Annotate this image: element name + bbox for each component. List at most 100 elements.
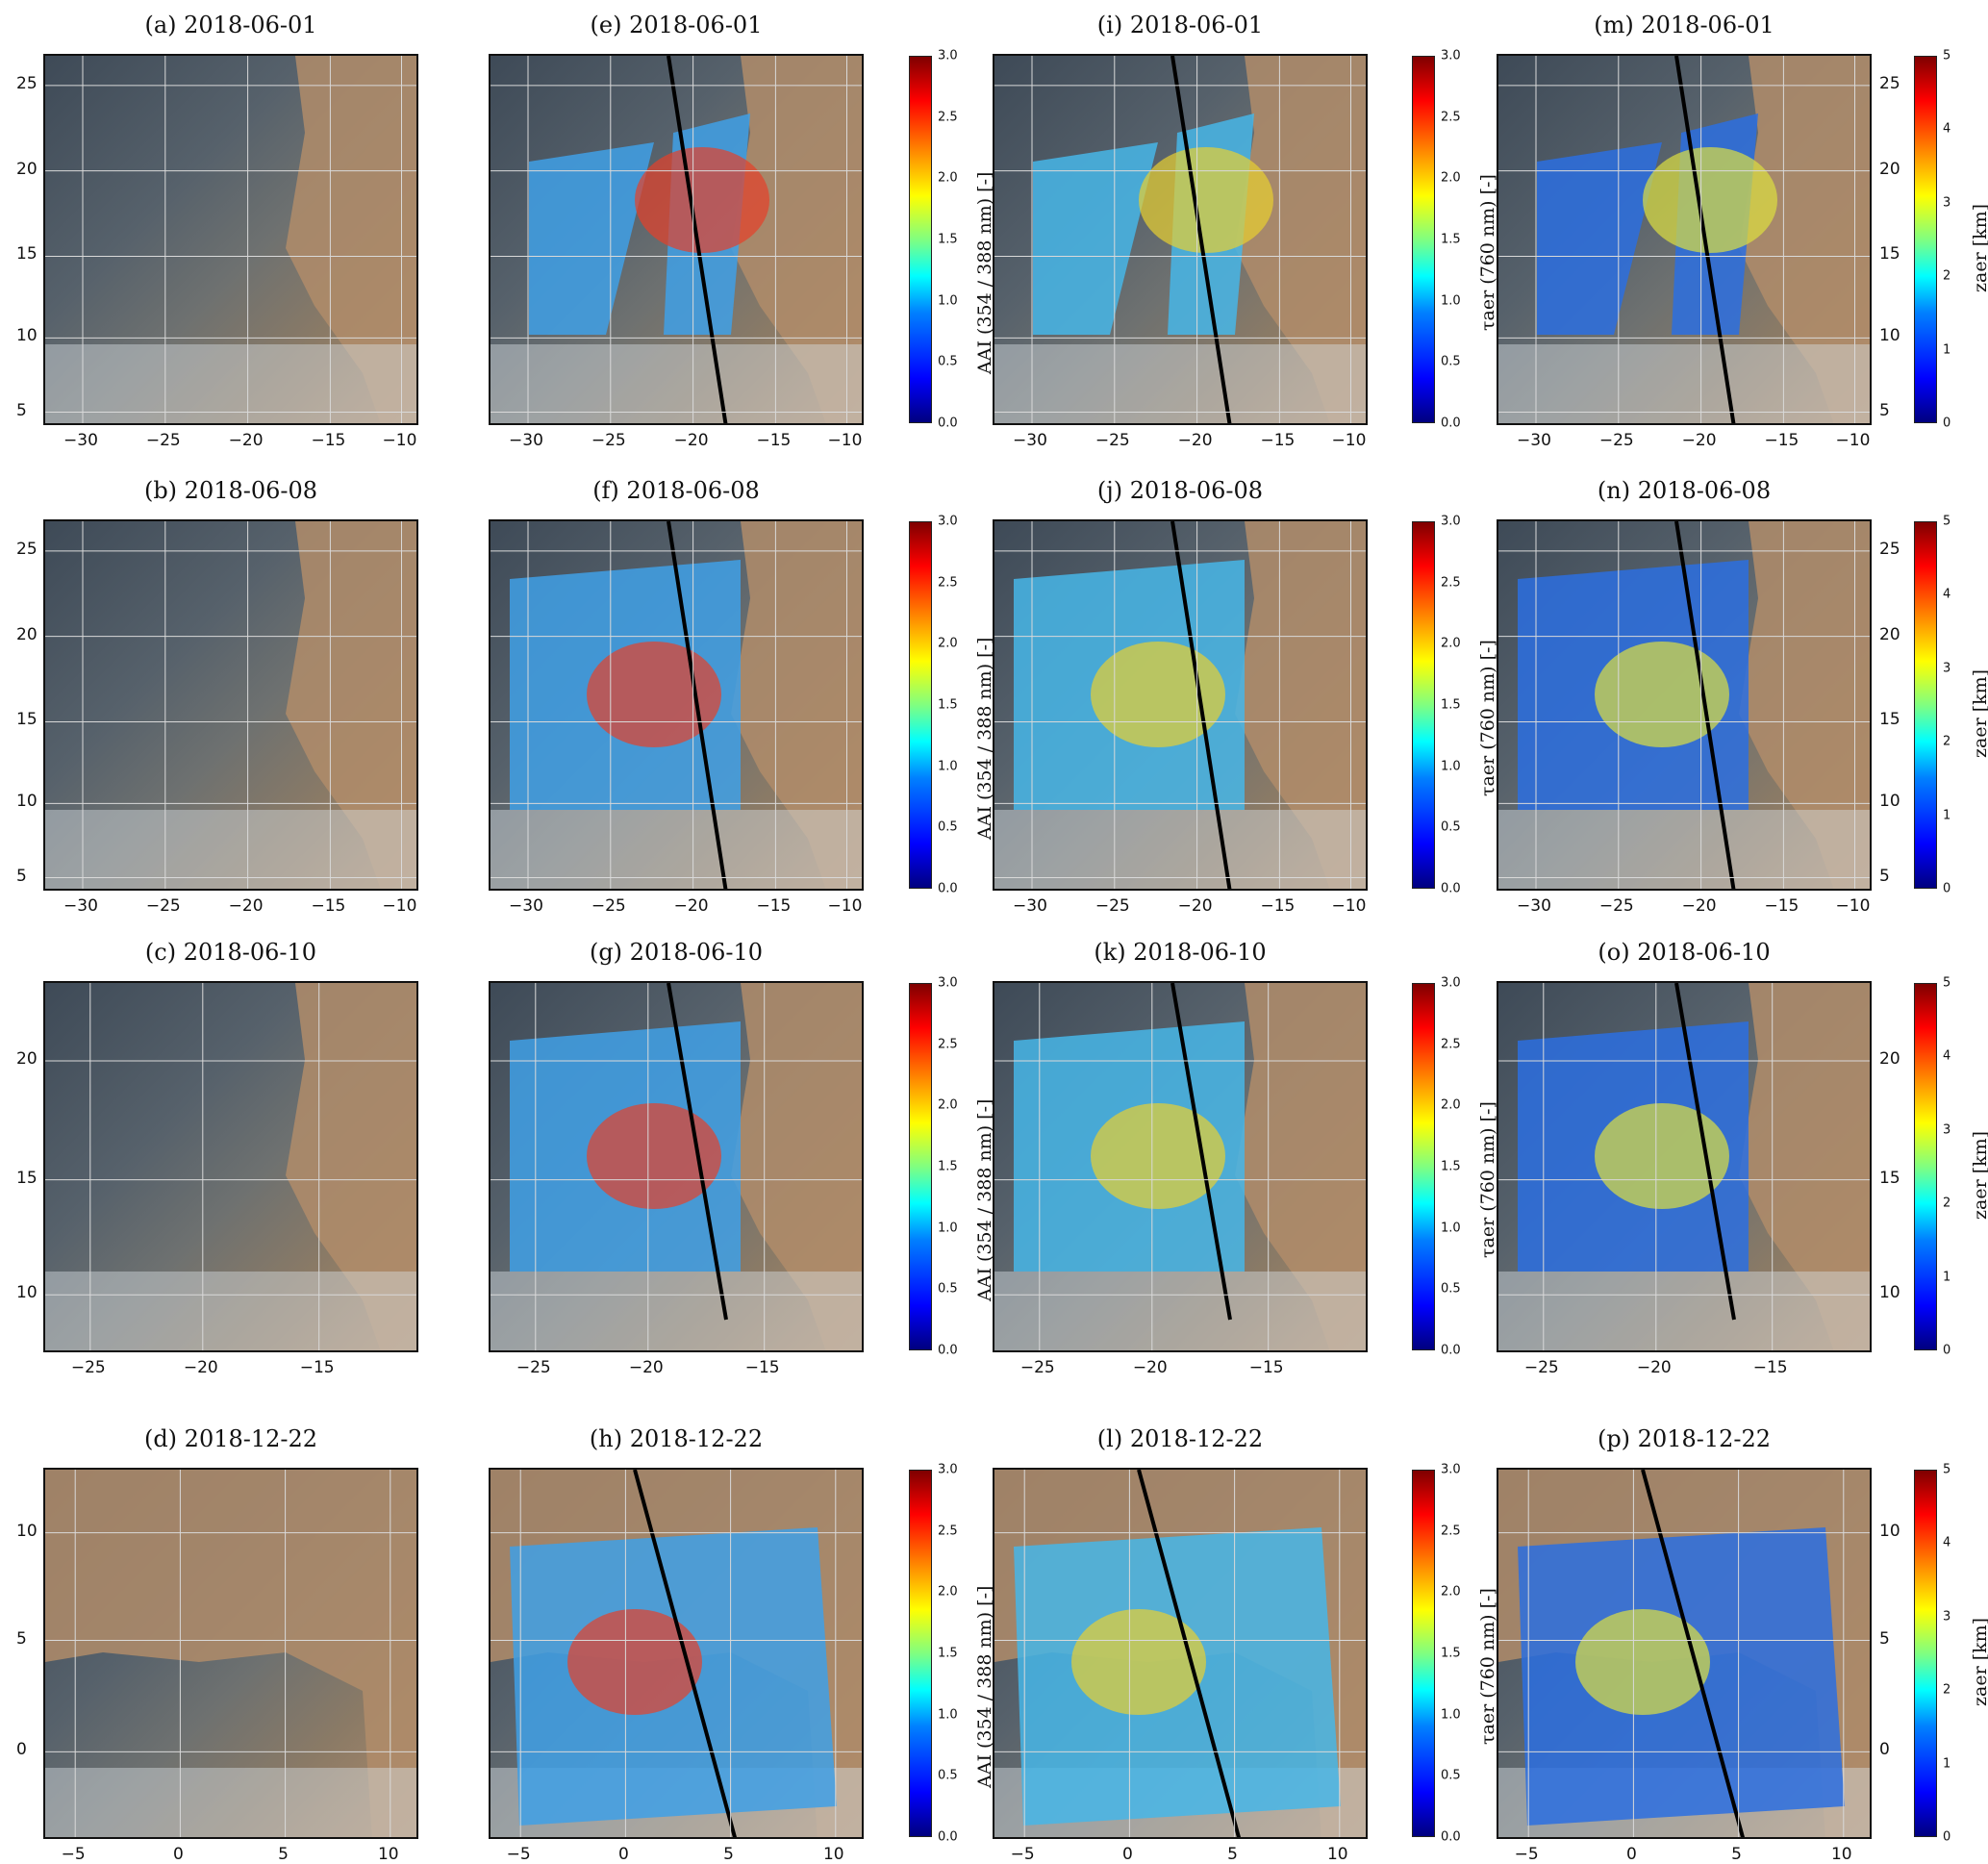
map-overlay [491,56,862,423]
x-tick-label: 10 [377,1845,399,1864]
satellite-track [667,983,728,1321]
x-tick-label: −10 [1331,431,1367,450]
satellite-map [489,54,864,425]
cloud-band [994,810,1366,889]
satellite-track [1170,983,1232,1321]
panel-title: (g) 2018-06-10 [589,939,764,966]
x-tick-label: −25 [1598,896,1634,916]
panel-title: (a) 2018-06-01 [144,12,317,38]
x-tick-label: 5 [1731,1845,1743,1864]
colorbar-tick-label: 1.5 [938,232,958,247]
x-tick-label: −30 [1013,431,1047,450]
panel-title: (i) 2018-06-01 [1096,12,1264,38]
map-panel: (f) 2018-06-08 −30 −25 −20 −15 −10 0.0 0.5 1.0 1.… [489,477,995,916]
map-overlay [45,521,416,889]
x-tick-label: 10 [1326,1845,1348,1864]
colorbar-tick-label: 3.0 [1441,975,1461,991]
x-tick-label: −15 [756,896,792,916]
colorbar [909,56,932,423]
colorbar-tick-label: 5 [1943,514,1951,529]
colorbar-tick-label: 0.5 [938,1768,958,1783]
colorbar-tick-label: 0.0 [938,881,958,896]
map-panel: (h) 2018-12-22 −5 0 5 10 0.0 0.5 1.0 1.5 2.0 2.5 3.… [489,1425,995,1864]
colorbar [1412,1470,1435,1837]
colorbar [909,983,932,1350]
cloud-band [491,810,862,889]
x-tick-label: −30 [509,896,543,916]
y-tick-label: 0 [1879,1740,1890,1760]
x-tick-label: −20 [673,431,709,450]
y-tick-label: 10 [1879,1521,1900,1541]
map-overlay [994,1470,1366,1837]
cloud-band [45,1768,416,1837]
satellite-map [489,1468,864,1839]
map-overlay [45,56,416,423]
retrieval-hotspot [1071,1609,1206,1715]
land-area [1739,521,1870,889]
colorbar-tick-label: 1.0 [938,1707,958,1723]
y-tick-label: 15 [1879,1168,1900,1188]
colorbar-label: τaer (760 nm) [-] [1477,1588,1498,1745]
cloud-band [491,1272,862,1350]
y-tick-label: 10 [16,1521,38,1541]
y-tick-label: 10 [16,1283,38,1303]
satellite-map [1497,981,1872,1352]
map-overlay [491,983,862,1350]
colorbar [1914,56,1937,423]
colorbar-tick-label: 2 [1943,1196,1951,1211]
y-tick-label: 15 [1879,244,1900,264]
colorbar-label: τaer (760 nm) [-] [1477,174,1498,331]
satellite-track [1137,1470,1241,1837]
colorbar-tick-label: 2.0 [1441,1097,1461,1113]
satellite-track [1674,521,1736,889]
retrieval-hotspot [1091,1103,1225,1209]
colorbar-label: zaer [km] [1970,1617,1988,1706]
y-tick-label: 20 [1879,624,1900,644]
x-tick-label: 0 [1625,1845,1637,1864]
map-panel: (e) 2018-06-01 −30 −25 −20 −15 −10 0.0 0.5 1.0 1.… [489,12,995,450]
colorbar-tick-label: 0.0 [1441,416,1461,431]
colorbar-tick-label: 2.0 [1441,636,1461,651]
x-tick-label: −25 [1095,896,1130,916]
map-overlay [45,983,416,1350]
satellite-map [1497,54,1872,425]
cloud-band [491,344,862,423]
x-tick-label: −20 [628,1358,664,1377]
colorbar-tick-label: 0.0 [938,1343,958,1358]
colorbar-label: τaer (760 nm) [-] [1477,640,1498,796]
x-tick-label: −5 [506,1845,531,1864]
land-area [286,56,416,423]
y-tick-label: 25 [16,73,38,93]
y-tick-label: 20 [16,624,38,644]
map-panel: (i) 2018-06-01 −30 −25 −20 −15 −10 0.0 0.5 1.0 1.… [993,12,1498,450]
colorbar-tick-label: 5 [1943,975,1951,991]
colorbar-tick-label: 0.0 [1441,1829,1461,1845]
colorbar [1412,521,1435,889]
map-overlay [994,56,1366,423]
y-tick-label: 10 [1879,792,1900,812]
colorbar-tick-label: 2.5 [1441,110,1461,125]
panel-title: (h) 2018-12-22 [589,1425,764,1452]
x-tick-label: −15 [1260,896,1296,916]
colorbar-tick-label: 1.5 [938,697,958,713]
colorbar-tick-label: 1 [1943,1270,1951,1285]
x-tick-label: −15 [1752,1358,1788,1377]
map-panel: (o) 2018-06-10 −25 −20 −15 10 15 20 0 1 2 3 4 5 zaer … [1497,939,1988,1377]
retrieval-hotspot [1091,642,1225,747]
retrieval-hotspot [587,1103,721,1209]
colorbar [1412,56,1435,423]
cloud-band [994,1272,1366,1350]
colorbar-tick-label: 1 [1943,1756,1951,1772]
colorbar-tick-label: 1.5 [1441,1159,1461,1174]
colorbar-tick-label: 1.0 [1441,759,1461,774]
map-panel: (a) 2018-06-01 −30 −25 −20 −15 −10 5 10 15 20 25 [16,12,418,450]
land-area [731,983,862,1350]
colorbar-tick-label: 3 [1943,661,1951,676]
cloud-band [45,344,416,423]
colorbar-tick-label: 2.5 [1441,1524,1461,1539]
colorbar [909,521,932,889]
cloud-band [45,1272,416,1350]
x-tick-label: −15 [299,1358,335,1377]
colorbar-tick-label: 0 [1943,416,1951,431]
retrieval-hotspot [1595,642,1729,747]
